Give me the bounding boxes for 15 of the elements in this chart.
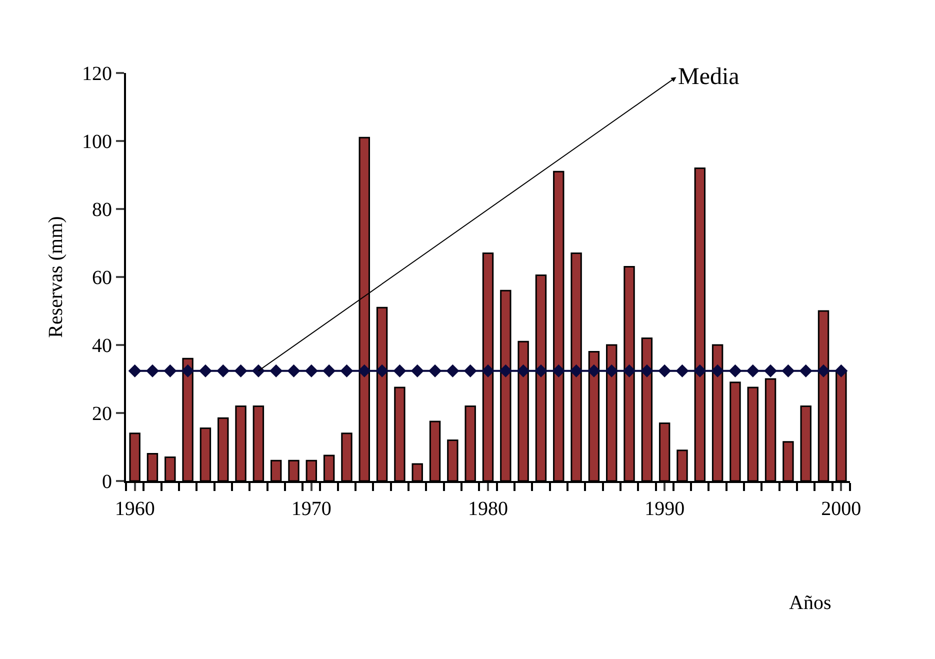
x-tick-label: 1980 (468, 498, 508, 520)
x-tick-label: 1990 (644, 498, 685, 520)
x-tick-label: 2000 (821, 498, 862, 520)
y-tick-label: 40 (92, 335, 112, 357)
y-tick-label: 60 (92, 267, 112, 289)
annotation: Media (678, 64, 740, 90)
y-tick-label: 80 (92, 199, 112, 221)
x-axis-title: Años (789, 592, 832, 614)
y-axis-title: Reservas (mm) (45, 216, 67, 338)
x-tick-label: 1960 (114, 498, 155, 520)
x-tick-label: 1970 (291, 498, 332, 520)
y-tick-label: 20 (92, 403, 112, 425)
y-tick-label: 120 (82, 63, 112, 85)
y-tick-label: 100 (82, 131, 112, 153)
y-tick-label: 0 (102, 471, 112, 493)
